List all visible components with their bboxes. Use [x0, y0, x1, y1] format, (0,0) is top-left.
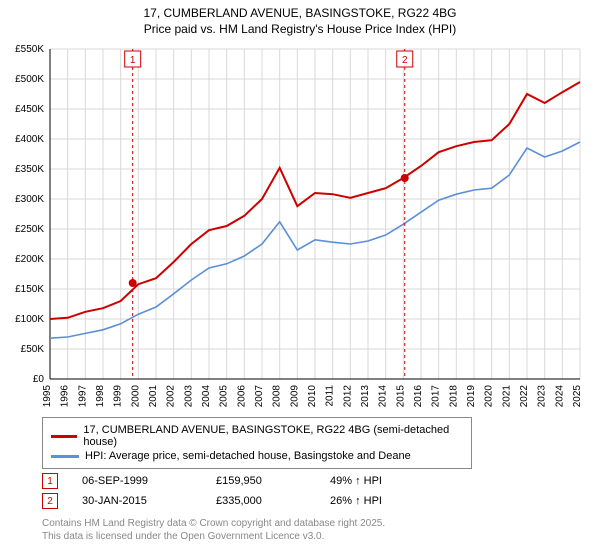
svg-text:£350K: £350K [15, 164, 44, 175]
svg-text:£0: £0 [33, 374, 45, 385]
svg-text:2012: 2012 [342, 385, 353, 408]
events-table: 1 06-SEP-1999 £159,950 49% ↑ HPI 2 30-JAN-201… [42, 473, 594, 509]
svg-text:2001: 2001 [148, 385, 159, 408]
footer-line2: This data is licensed under the Open Gov… [42, 530, 594, 543]
svg-text:2009: 2009 [289, 385, 300, 408]
svg-text:1995: 1995 [42, 385, 53, 408]
title-line1: 17, CUMBERLAND AVENUE, BASINGSTOKE, RG22… [6, 6, 594, 22]
event-badge: 1 [42, 473, 58, 489]
chart-area: £0 £50K £100K £150K £200K £250K £300K £350K £400… [6, 41, 586, 411]
svg-text:2008: 2008 [272, 385, 283, 408]
event-delta: 26% ↑ HPI [330, 495, 382, 507]
chart-title: 17, CUMBERLAND AVENUE, BASINGSTOKE, RG22… [6, 6, 594, 37]
event-price: £335,000 [216, 495, 306, 507]
svg-text:2010: 2010 [307, 385, 318, 408]
event-row: 2 30-JAN-2015 £335,000 26% ↑ HPI [42, 493, 594, 509]
svg-text:£250K: £250K [15, 224, 44, 235]
svg-text:1: 1 [130, 55, 136, 66]
event-date: 06-SEP-1999 [82, 475, 192, 487]
svg-text:2003: 2003 [183, 385, 194, 408]
event-badge: 2 [42, 493, 58, 509]
legend-row-2: HPI: Average price, semi-detached house,… [51, 450, 463, 462]
svg-text:2021: 2021 [501, 385, 512, 408]
event-row: 1 06-SEP-1999 £159,950 49% ↑ HPI [42, 473, 594, 489]
svg-text:£50K: £50K [21, 344, 45, 355]
svg-text:2002: 2002 [166, 385, 177, 408]
svg-text:1997: 1997 [77, 385, 88, 408]
legend-swatch-1 [51, 435, 77, 438]
svg-text:1996: 1996 [60, 385, 71, 408]
event-price: £159,950 [216, 475, 306, 487]
legend-row-1: 17, CUMBERLAND AVENUE, BASINGSTOKE, RG22… [51, 424, 463, 448]
svg-text:£500K: £500K [15, 74, 44, 85]
footer-line1: Contains HM Land Registry data © Crown c… [42, 517, 594, 530]
svg-text:2013: 2013 [360, 385, 371, 408]
svg-text:£450K: £450K [15, 104, 44, 115]
svg-text:2023: 2023 [537, 385, 548, 408]
svg-text:£400K: £400K [15, 134, 44, 145]
svg-text:£550K: £550K [15, 44, 44, 55]
footer: Contains HM Land Registry data © Crown c… [42, 517, 594, 543]
svg-text:£200K: £200K [15, 254, 44, 265]
svg-text:£100K: £100K [15, 314, 44, 325]
svg-text:£300K: £300K [15, 194, 44, 205]
svg-text:2022: 2022 [519, 385, 530, 408]
svg-text:2014: 2014 [378, 385, 389, 408]
svg-text:2000: 2000 [130, 385, 141, 408]
svg-text:1999: 1999 [113, 385, 124, 408]
svg-text:2019: 2019 [466, 385, 477, 408]
svg-text:2018: 2018 [448, 385, 459, 408]
svg-text:2020: 2020 [484, 385, 495, 408]
svg-text:2025: 2025 [572, 385, 583, 408]
title-line2: Price paid vs. HM Land Registry's House … [6, 22, 594, 38]
svg-text:2006: 2006 [236, 385, 247, 408]
svg-text:£150K: £150K [15, 284, 44, 295]
line-chart-svg: £0 £50K £100K £150K £200K £250K £300K £350K £400… [6, 41, 586, 411]
svg-text:2016: 2016 [413, 385, 424, 408]
legend: 17, CUMBERLAND AVENUE, BASINGSTOKE, RG22… [42, 417, 472, 469]
svg-text:2004: 2004 [201, 385, 212, 408]
svg-text:2011: 2011 [325, 385, 336, 407]
legend-label-1: 17, CUMBERLAND AVENUE, BASINGSTOKE, RG22… [83, 424, 463, 448]
svg-text:2007: 2007 [254, 385, 265, 408]
event-delta: 49% ↑ HPI [330, 475, 382, 487]
svg-text:1998: 1998 [95, 385, 106, 408]
svg-text:2024: 2024 [554, 385, 565, 408]
svg-text:2017: 2017 [431, 385, 442, 408]
legend-swatch-2 [51, 455, 79, 458]
svg-text:2: 2 [402, 55, 408, 66]
legend-label-2: HPI: Average price, semi-detached house,… [85, 450, 411, 462]
svg-text:2005: 2005 [219, 385, 230, 408]
svg-text:2015: 2015 [395, 385, 406, 408]
event-date: 30-JAN-2015 [82, 495, 192, 507]
